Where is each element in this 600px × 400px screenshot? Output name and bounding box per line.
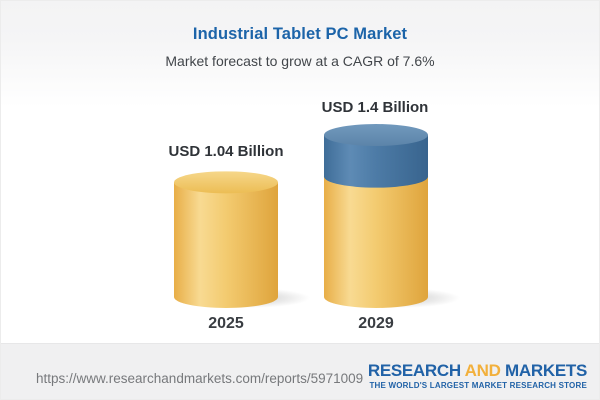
category-label-2029: 2029	[358, 315, 394, 332]
logo-tagline: THE WORLD'S LARGEST MARKET RESEARCH STOR…	[369, 381, 587, 390]
category-label-2025: 2025	[208, 315, 244, 332]
footer-bar	[1, 343, 599, 399]
report-url-link[interactable]: https://www.researchandmarkets.com/repor…	[36, 371, 364, 386]
logo-word-research: RESEARCH	[367, 361, 461, 380]
cylinder-2029	[324, 124, 460, 308]
chart-subtitle: Market forecast to grow at a CAGR of 7.6…	[165, 53, 435, 69]
chart-title: Industrial Tablet PC Market	[192, 25, 408, 43]
logo-wordmark: RESEARCH AND MARKETS	[368, 362, 587, 379]
research-and-markets-logo[interactable]: RESEARCH AND MARKETS THE WORLD'S LARGEST…	[368, 362, 587, 390]
chart-header: Industrial Tablet PC Market Market forec…	[1, 1, 599, 113]
value-label-2029: USD 1.4 Billion	[321, 99, 429, 116]
cylinder-2025	[174, 171, 310, 308]
value-label-2025: USD 1.04 Billion	[168, 143, 284, 160]
logo-word-and: AND	[464, 361, 501, 380]
logo-word-markets: MARKETS	[505, 361, 587, 380]
